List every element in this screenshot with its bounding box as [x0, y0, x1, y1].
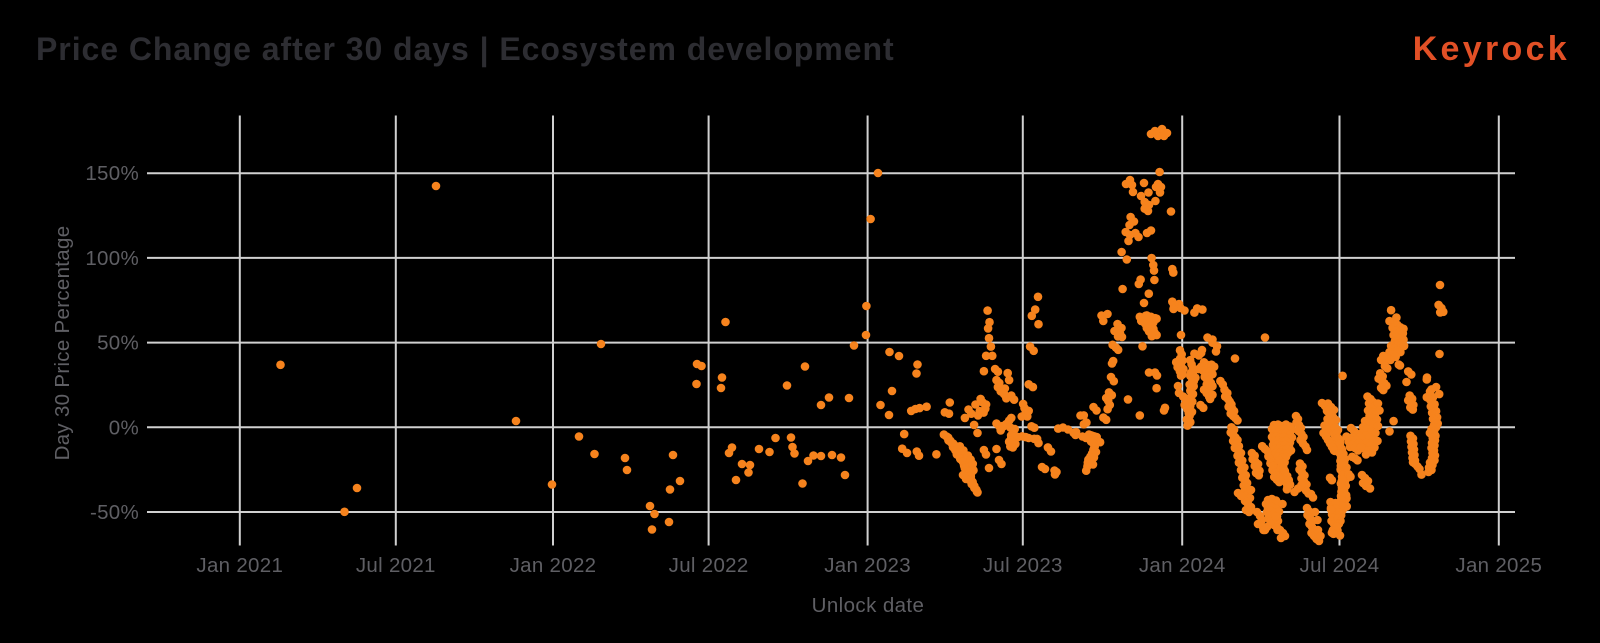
svg-text:Day 30 Price Percentage: Day 30 Price Percentage: [51, 226, 74, 461]
svg-text:100%: 100%: [85, 247, 139, 270]
svg-text:Unlock date: Unlock date: [812, 594, 925, 617]
svg-text:Jan 2025: Jan 2025: [1455, 554, 1542, 577]
svg-text:Jul 2024: Jul 2024: [1300, 554, 1380, 577]
svg-text:Jul 2021: Jul 2021: [356, 554, 436, 577]
svg-text:0%: 0%: [109, 416, 139, 439]
svg-text:150%: 150%: [85, 162, 139, 185]
svg-text:Jan 2023: Jan 2023: [824, 554, 911, 577]
svg-text:Jul 2022: Jul 2022: [669, 554, 749, 577]
svg-text:Jan 2024: Jan 2024: [1139, 554, 1226, 577]
svg-text:-50%: -50%: [90, 501, 139, 524]
svg-text:Jan 2021: Jan 2021: [196, 554, 283, 577]
svg-text:Jul 2023: Jul 2023: [983, 554, 1063, 577]
svg-text:50%: 50%: [97, 332, 139, 355]
svg-text:Jan 2022: Jan 2022: [510, 554, 597, 577]
